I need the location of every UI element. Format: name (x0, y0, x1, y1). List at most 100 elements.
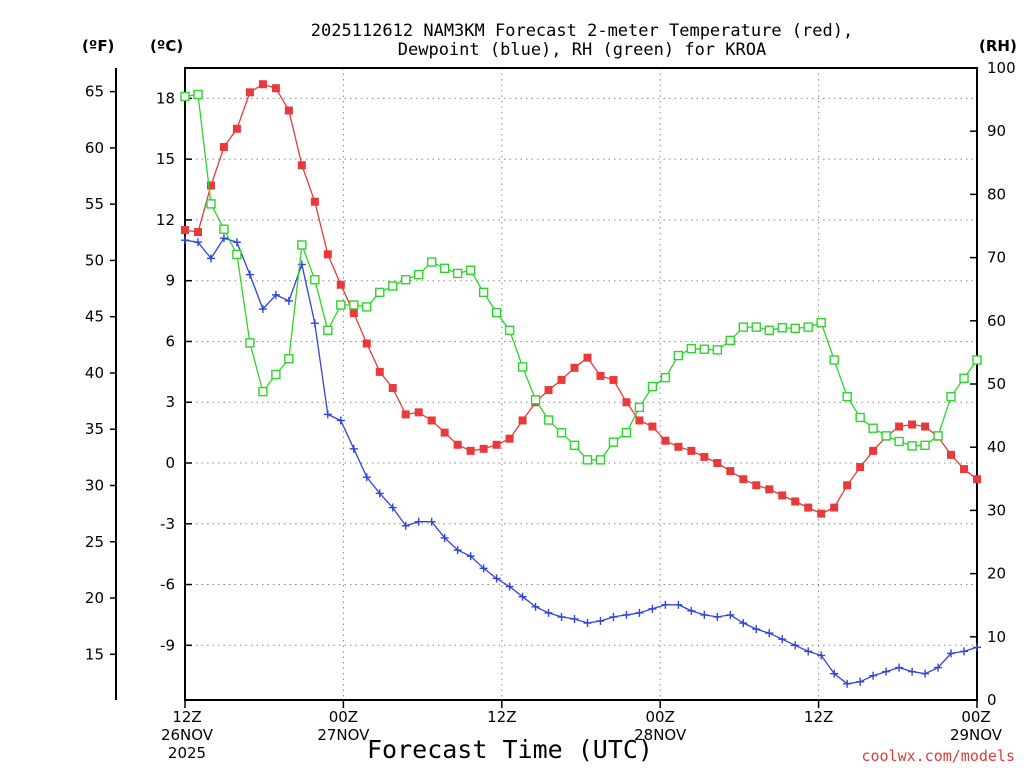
celsius-tick-label-5: 3 (165, 393, 175, 411)
temp-point-44 (752, 481, 761, 490)
fahrenheit-tick-label-0: 65 (85, 83, 104, 101)
rh-point-18 (414, 269, 424, 280)
dewpoint-point-58 (934, 663, 943, 672)
rh-point-58 (933, 431, 943, 441)
dewpoint-point-7 (271, 290, 280, 299)
dewpoint-point-22 (466, 552, 475, 561)
rh-point-56 (907, 441, 917, 451)
dewpoint-point-12 (336, 416, 345, 425)
rh-point-54 (881, 431, 891, 441)
rh-tick-label-9: 10 (987, 628, 1006, 646)
rh-point-2 (206, 199, 216, 209)
x-tick-label-2-0: 12Z (487, 708, 516, 726)
dewpoint-point-32 (596, 617, 605, 625)
fahrenheit-tick-label-1: 60 (85, 139, 104, 157)
rh-point-16 (388, 281, 398, 291)
temp-point-40 (700, 452, 709, 461)
rh-point-15 (375, 287, 385, 298)
temp-point-46 (778, 491, 787, 500)
dewpoint-point-41 (713, 612, 722, 621)
temp-point-20 (440, 428, 449, 437)
axes (110, 67, 978, 708)
temp-point-39 (687, 446, 696, 455)
temp-point-10 (310, 197, 319, 206)
series-line-1 (184, 237, 978, 685)
rh-point-3 (219, 224, 229, 234)
rh-point-33 (608, 437, 619, 447)
rh-point-14 (362, 302, 372, 312)
temp-point-8 (284, 106, 293, 115)
rh-tick-label-7: 30 (987, 501, 1006, 519)
dewpoint-point-61 (973, 643, 981, 652)
temp-point-47 (791, 497, 800, 506)
rh-point-37 (660, 372, 671, 383)
x-tick-label-3-1: 28NOV (634, 726, 687, 744)
temp-point-18 (414, 408, 423, 417)
dewpoint-point-0 (181, 236, 189, 245)
rh-point-6 (258, 386, 268, 397)
celsius-tick-label-3: 9 (165, 272, 175, 290)
dewpoint-point-31 (583, 619, 592, 628)
dewpoint-point-13 (349, 444, 358, 453)
rh-point-25 (504, 325, 515, 335)
temp-point-13 (349, 309, 358, 318)
rh-point-24 (491, 307, 502, 318)
dewpoint-point-29 (557, 612, 566, 621)
rh-point-47 (790, 323, 800, 334)
temp-point-3 (219, 143, 228, 151)
temp-point-6 (258, 80, 267, 89)
rh-point-23 (478, 287, 489, 298)
rh-point-41 (712, 345, 723, 355)
temp-point-35 (635, 416, 644, 425)
temp-point-31 (583, 353, 592, 362)
dewpoint-point-17 (401, 521, 410, 530)
dewpoint-point-59 (947, 649, 956, 658)
temp-point-43 (739, 475, 748, 484)
dewpoint-point-15 (375, 489, 384, 498)
dewpoint-point-19 (427, 517, 436, 526)
rh-tick-label-3: 70 (987, 249, 1006, 267)
fahrenheit-tick-label-3: 50 (85, 251, 104, 269)
tick-labels: 1815129630-3-6-9656055504540353025201510… (85, 59, 1016, 762)
dewpoint-point-56 (908, 667, 917, 676)
celsius-tick-label-8: -6 (160, 576, 175, 594)
x-tick-label-4-0: 12Z (804, 708, 833, 726)
temp-point-56 (908, 420, 917, 429)
temp-point-53 (869, 446, 878, 455)
dewpoint-point-60 (960, 647, 969, 656)
dewpoint-point-18 (414, 517, 423, 526)
dewpoint-point-10 (310, 319, 319, 328)
series-line-2 (184, 93, 978, 461)
dewpoint-point-36 (648, 604, 657, 613)
temp-point-2 (206, 181, 215, 190)
rh-point-7 (271, 369, 281, 380)
temp-point-24 (492, 440, 501, 449)
data-series (180, 80, 982, 688)
rh-point-43 (738, 322, 748, 332)
rh-point-50 (829, 355, 839, 365)
temp-point-23 (479, 444, 488, 453)
dewpoint-point-44 (752, 625, 761, 634)
rh-tick-label-6: 40 (987, 438, 1006, 456)
celsius-tick-label-6: 0 (165, 454, 175, 472)
dewpoint-point-3 (219, 234, 228, 243)
dewpoint-point-55 (895, 663, 904, 672)
rh-point-31 (582, 455, 593, 465)
rh-point-57 (920, 440, 930, 451)
dewpoint-point-14 (362, 473, 371, 482)
temp-point-50 (830, 503, 839, 512)
rh-point-53 (868, 423, 878, 433)
grid-lines (185, 68, 977, 700)
rh-point-34 (621, 427, 632, 438)
dewpoint-point-46 (778, 635, 787, 644)
temp-point-49 (817, 509, 826, 518)
rh-point-40 (699, 344, 710, 354)
rh-tick-label-5: 50 (987, 375, 1006, 393)
temp-point-32 (596, 371, 605, 380)
dewpoint-point-53 (869, 671, 878, 680)
fahrenheit-unit-label: (ºF) (82, 37, 114, 55)
temp-point-37 (661, 436, 670, 445)
rh-point-8 (284, 354, 294, 364)
dewpoint-point-49 (817, 651, 826, 660)
temp-point-0 (181, 226, 189, 235)
